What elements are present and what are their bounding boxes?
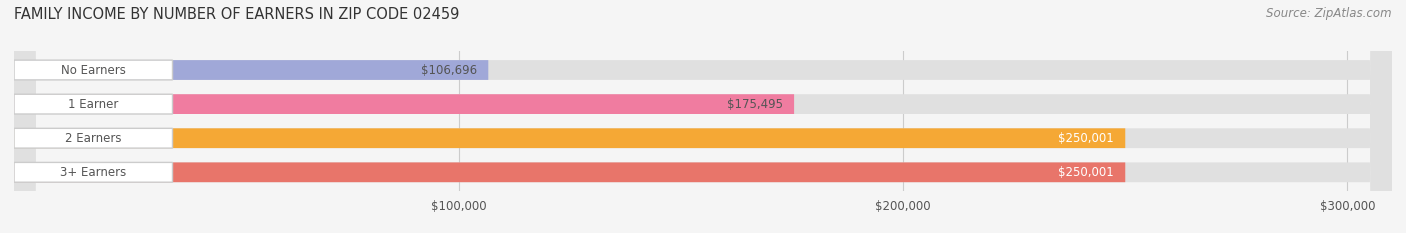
Text: 2 Earners: 2 Earners bbox=[65, 132, 121, 145]
FancyBboxPatch shape bbox=[14, 0, 1392, 233]
FancyBboxPatch shape bbox=[14, 162, 1125, 182]
Text: FAMILY INCOME BY NUMBER OF EARNERS IN ZIP CODE 02459: FAMILY INCOME BY NUMBER OF EARNERS IN ZI… bbox=[14, 7, 460, 22]
Text: $175,495: $175,495 bbox=[727, 98, 783, 111]
FancyBboxPatch shape bbox=[14, 94, 173, 114]
FancyBboxPatch shape bbox=[14, 128, 1125, 148]
Text: $250,001: $250,001 bbox=[1059, 166, 1114, 179]
Text: 3+ Earners: 3+ Earners bbox=[60, 166, 127, 179]
FancyBboxPatch shape bbox=[14, 60, 173, 80]
FancyBboxPatch shape bbox=[14, 0, 1392, 233]
Text: No Earners: No Earners bbox=[60, 64, 125, 76]
Text: Source: ZipAtlas.com: Source: ZipAtlas.com bbox=[1267, 7, 1392, 20]
FancyBboxPatch shape bbox=[14, 0, 1392, 233]
FancyBboxPatch shape bbox=[14, 162, 173, 182]
FancyBboxPatch shape bbox=[14, 60, 488, 80]
Text: $106,696: $106,696 bbox=[422, 64, 477, 76]
Text: 1 Earner: 1 Earner bbox=[67, 98, 118, 111]
FancyBboxPatch shape bbox=[14, 94, 794, 114]
Text: $250,001: $250,001 bbox=[1059, 132, 1114, 145]
FancyBboxPatch shape bbox=[14, 0, 1392, 233]
FancyBboxPatch shape bbox=[14, 128, 173, 148]
